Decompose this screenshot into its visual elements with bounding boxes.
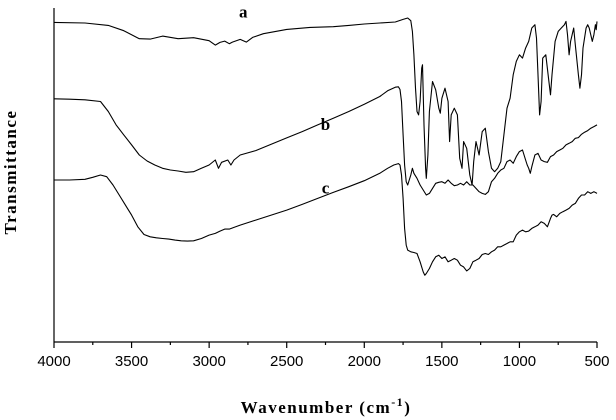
- y-axis-title: Transmittance: [1, 110, 20, 235]
- x-axis-title-superscript: -1: [391, 395, 404, 409]
- series-label-a: a: [239, 2, 248, 21]
- series-line-b: [53, 86, 598, 196]
- x-tick-label-500: 500: [584, 353, 609, 370]
- x-tick-label-2500: 2500: [270, 353, 303, 370]
- x-axis-title-close: ): [404, 398, 411, 417]
- series-line-c: [54, 163, 598, 276]
- x-tick-label-2000: 2000: [348, 353, 381, 370]
- series-label-c: c: [322, 178, 330, 197]
- x-axis-title: Wavenumber (cm-1): [241, 395, 412, 417]
- x-tick-label-1000: 1000: [503, 353, 536, 370]
- x-tick-label-1500: 1500: [425, 353, 458, 370]
- series-label-b: b: [321, 115, 330, 134]
- plot-area: 4000 3500 3000 2500 2000 1500 1000 500 a b c: [37, 2, 609, 370]
- x-tick-label-4000: 4000: [37, 353, 70, 370]
- series-line-a: [53, 17, 598, 186]
- series-group: a b c: [53, 2, 598, 276]
- x-tick-label-3000: 3000: [192, 353, 225, 370]
- x-axis-title-main: Wavenumber (cm: [241, 398, 392, 417]
- x-ticks: 4000 3500 3000 2500 2000 1500 1000 500: [37, 342, 610, 370]
- x-tick-label-3500: 3500: [115, 353, 148, 370]
